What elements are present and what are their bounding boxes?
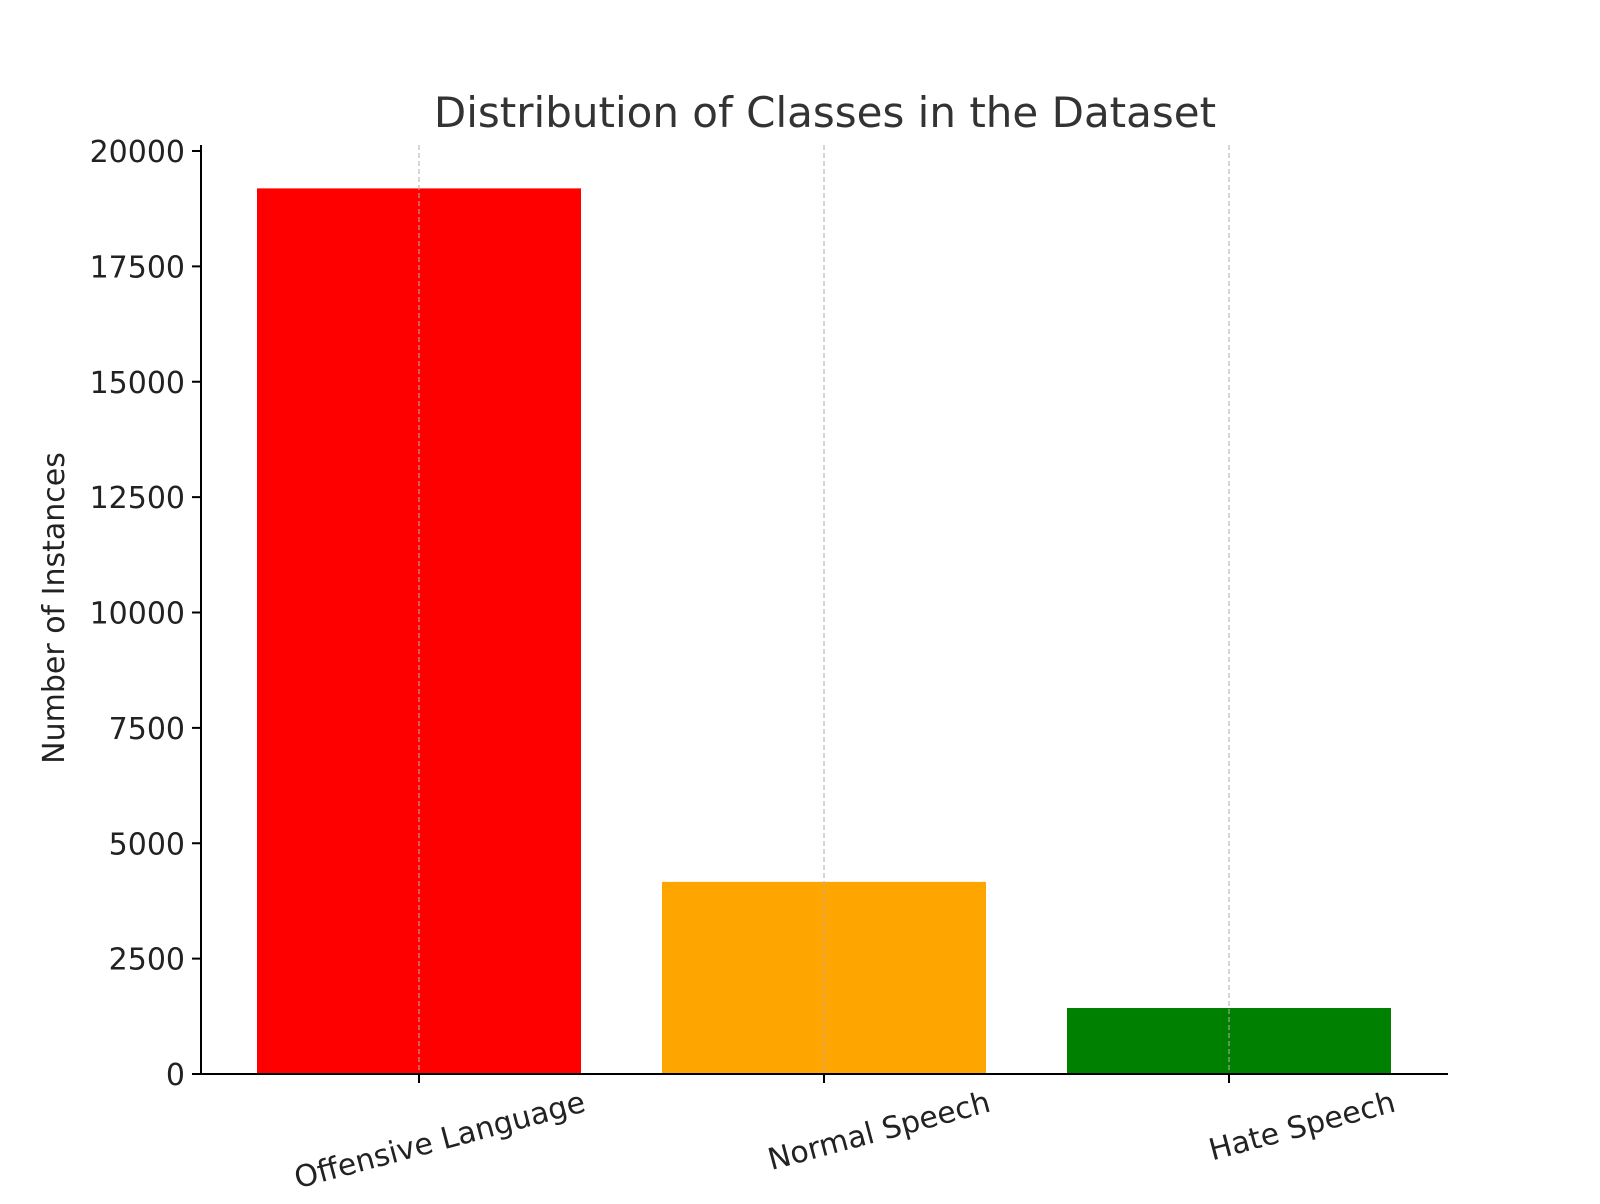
bar-offensive-language <box>257 188 581 1075</box>
y-tick-label: 15000 <box>90 366 185 401</box>
x-tick-label: Hate Speech <box>1205 1085 1399 1168</box>
y-tick-label: 17500 <box>90 250 185 285</box>
y-tick-label: 12500 <box>90 481 185 516</box>
chart-title: Distribution of Classes in the Dataset <box>434 88 1216 137</box>
x-tick-label: Normal Speech <box>764 1085 994 1178</box>
y-tick-label: 5000 <box>109 827 185 862</box>
y-tick-label: 20000 <box>90 135 185 170</box>
y-tick-label: 0 <box>166 1058 185 1093</box>
y-tick-label: 10000 <box>90 597 185 632</box>
x-tick-label: Offensive Language <box>291 1085 589 1196</box>
y-tick-label: 2500 <box>109 943 185 978</box>
y-tick-label: 7500 <box>109 712 185 747</box>
grid-overlay <box>418 145 1230 1074</box>
y-axis-label: Number of Instances <box>37 452 72 764</box>
